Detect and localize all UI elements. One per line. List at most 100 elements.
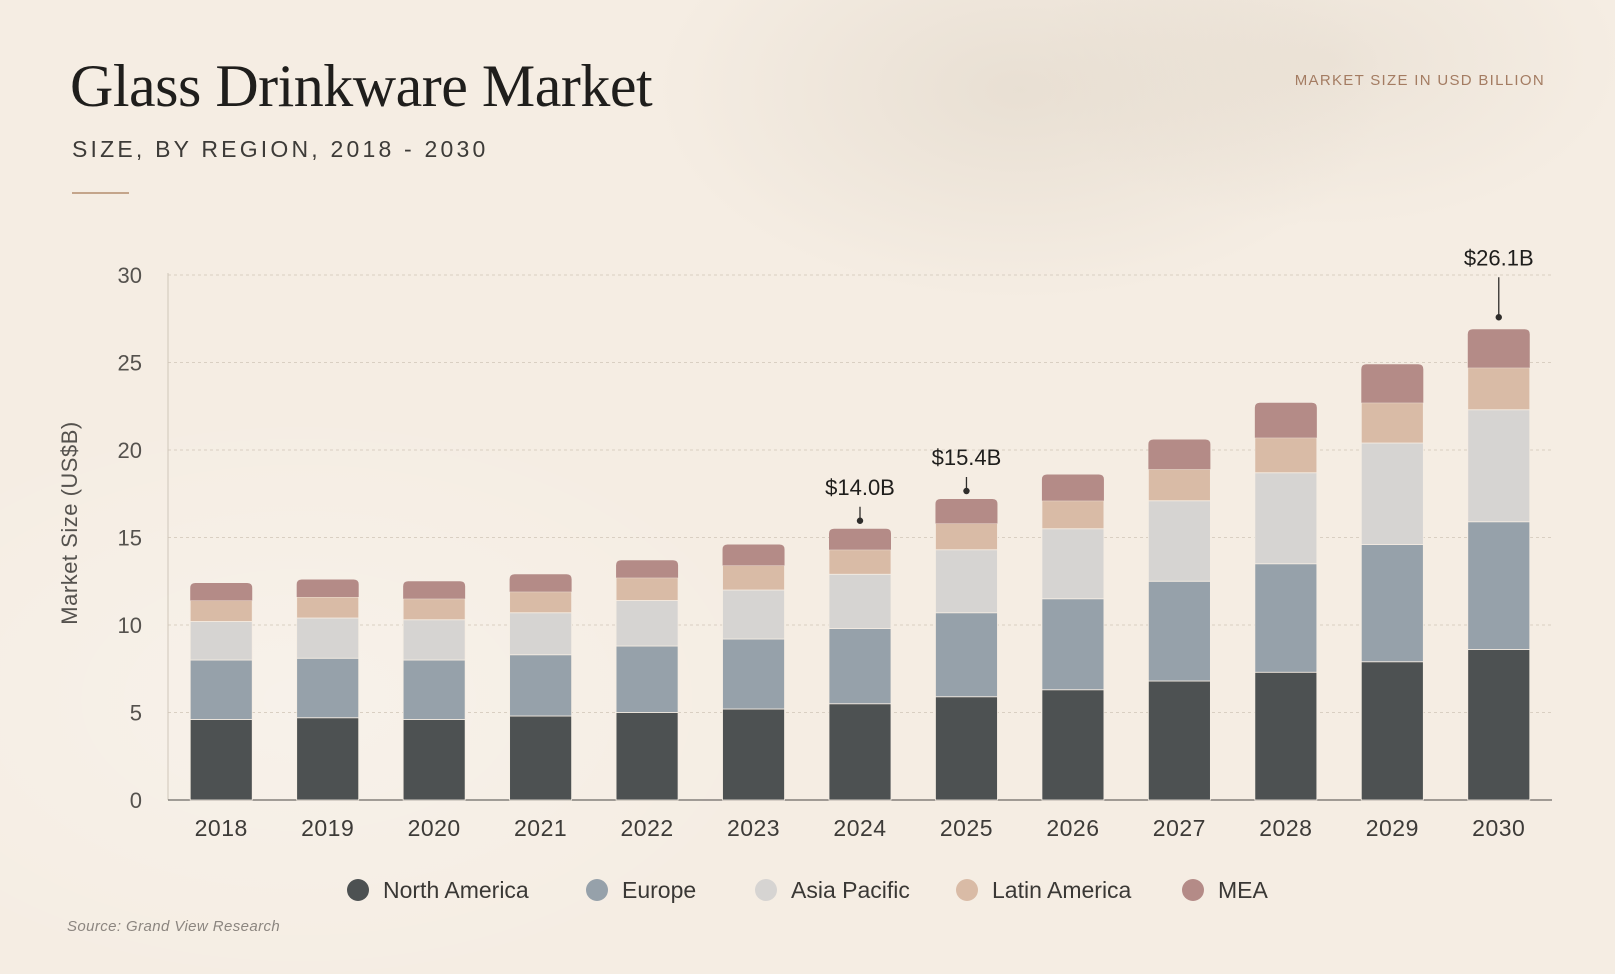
bar-segment-asia-pacific — [828, 573, 892, 629]
bar-segment-mea — [722, 544, 785, 566]
bar-segment-latin-america — [1467, 367, 1531, 411]
bar-segment-asia-pacific — [296, 617, 360, 659]
legend-item-north-america: North America — [347, 870, 529, 910]
bar-segment-mea — [190, 583, 253, 601]
legend-label: Latin America — [992, 876, 1132, 903]
bar-segment-asia-pacific — [1041, 528, 1105, 600]
y-tick-label: 5 — [130, 701, 142, 726]
bar-segment-asia-pacific — [722, 589, 785, 640]
y-axis-label: Market Size (US$B) — [57, 421, 82, 624]
x-tick-label: 2028 — [1259, 815, 1312, 841]
annotation-dot — [963, 487, 970, 495]
bar-segment-europe — [615, 645, 679, 713]
bar-segment-latin-america — [189, 600, 253, 622]
x-tick-label: 2019 — [301, 815, 354, 841]
bar-segment-latin-america — [935, 523, 998, 551]
bar-segment-north-america — [1147, 680, 1211, 801]
bar-segment-europe — [1467, 521, 1531, 650]
bar-segment-asia-pacific — [402, 619, 466, 661]
x-tick-label: 2029 — [1366, 815, 1419, 841]
bar-segment-mea — [509, 574, 572, 592]
bar-segment-mea — [829, 528, 891, 550]
legend-item-latin-america: Latin America — [956, 870, 1131, 910]
bar-segment-europe — [296, 657, 360, 719]
title-divider — [72, 192, 129, 194]
bar-segment-europe — [828, 628, 892, 705]
bar-segment-europe — [189, 659, 253, 720]
bar-segment-north-america — [1041, 689, 1105, 801]
x-tick-label: 2023 — [727, 815, 780, 841]
bar-segment-north-america — [509, 715, 573, 801]
bar-segment-mea — [403, 581, 466, 599]
bar-segment-europe — [1147, 580, 1211, 682]
legend-label: Asia Pacific — [791, 876, 910, 903]
bar-segment-europe — [509, 654, 573, 717]
bar-segment-asia-pacific — [509, 612, 573, 656]
legend-swatch — [755, 879, 777, 901]
bar-segment-north-america — [615, 712, 679, 801]
x-tick-label: 2024 — [833, 815, 886, 841]
bar-segment-north-america — [828, 703, 892, 801]
x-tick-label: 2022 — [620, 815, 673, 841]
bar-segment-mea — [935, 499, 998, 524]
x-tick-label: 2021 — [514, 815, 567, 841]
bar-segment-europe — [722, 638, 785, 710]
legend-swatch — [956, 879, 978, 901]
bar-segment-europe — [1360, 544, 1424, 663]
bar-segment-latin-america — [402, 598, 466, 621]
bar-segment-asia-pacific — [189, 621, 253, 661]
annotation-label: $15.4B — [932, 445, 1002, 470]
bar-segment-north-america — [189, 719, 253, 801]
bar-segment-europe — [1254, 563, 1318, 673]
bar-segment-mea — [616, 560, 679, 578]
bar-segment-north-america — [935, 696, 998, 801]
bar-segment-north-america — [402, 719, 466, 801]
bar-segment-mea — [1467, 329, 1530, 368]
bar-segment-latin-america — [1254, 437, 1318, 474]
annotation-label: $26.1B — [1464, 245, 1534, 270]
bar-segment-mea — [1361, 364, 1424, 403]
bar-segment-europe — [1041, 598, 1105, 691]
chart-subtitle: SIZE, BY REGION, 2018 - 2030 — [72, 136, 489, 162]
source-note: Source: Grand View Research — [67, 918, 281, 935]
chart-legend: North America Europe Asia Pacific Latin Ame… — [0, 870, 1615, 910]
bar-segment-asia-pacific — [1360, 442, 1424, 545]
bar-segment-north-america — [1360, 661, 1424, 801]
legend-label: MEA — [1218, 876, 1268, 903]
bar-segment-mea — [1254, 402, 1317, 438]
unit-note: MARKET SIZE IN USD BILLION — [1294, 72, 1545, 89]
y-tick-label: 25 — [118, 351, 142, 376]
bar-segment-asia-pacific — [1467, 409, 1531, 523]
bar-segment-latin-america — [509, 591, 573, 614]
bar-segment-latin-america — [296, 596, 360, 619]
x-tick-label: 2025 — [940, 815, 993, 841]
legend-item-asia-pacific: Asia Pacific — [755, 870, 910, 910]
bar-segment-latin-america — [1147, 468, 1211, 502]
x-tick-label: 2030 — [1472, 815, 1525, 841]
legend-swatch — [347, 879, 369, 901]
bar-segment-europe — [402, 659, 466, 720]
legend-label: North America — [383, 876, 529, 903]
bar-segment-north-america — [1254, 671, 1318, 801]
x-tick-label: 2020 — [408, 815, 461, 841]
annotation-dot — [856, 517, 864, 524]
x-tick-label: 2027 — [1153, 815, 1206, 841]
y-tick-label: 20 — [118, 438, 142, 463]
bar-segment-north-america — [1467, 649, 1531, 801]
bar-segment-asia-pacific — [1254, 472, 1318, 565]
legend-item-europe: Europe — [586, 870, 696, 910]
legend-swatch — [1182, 879, 1204, 901]
y-tick-label: 10 — [118, 613, 142, 638]
y-tick-label: 0 — [130, 788, 142, 813]
x-tick-label: 2018 — [195, 815, 248, 841]
bar-segment-europe — [935, 612, 998, 698]
bar-segment-latin-america — [615, 577, 679, 601]
y-tick-label: 15 — [118, 526, 142, 551]
bar-segment-latin-america — [828, 549, 892, 575]
bar-segment-north-america — [296, 717, 360, 801]
x-tick-label: 2026 — [1046, 815, 1099, 841]
annotation-label: $14.0B — [825, 475, 895, 500]
legend-label: Europe — [622, 876, 697, 903]
bar-segment-mea — [1041, 474, 1104, 501]
